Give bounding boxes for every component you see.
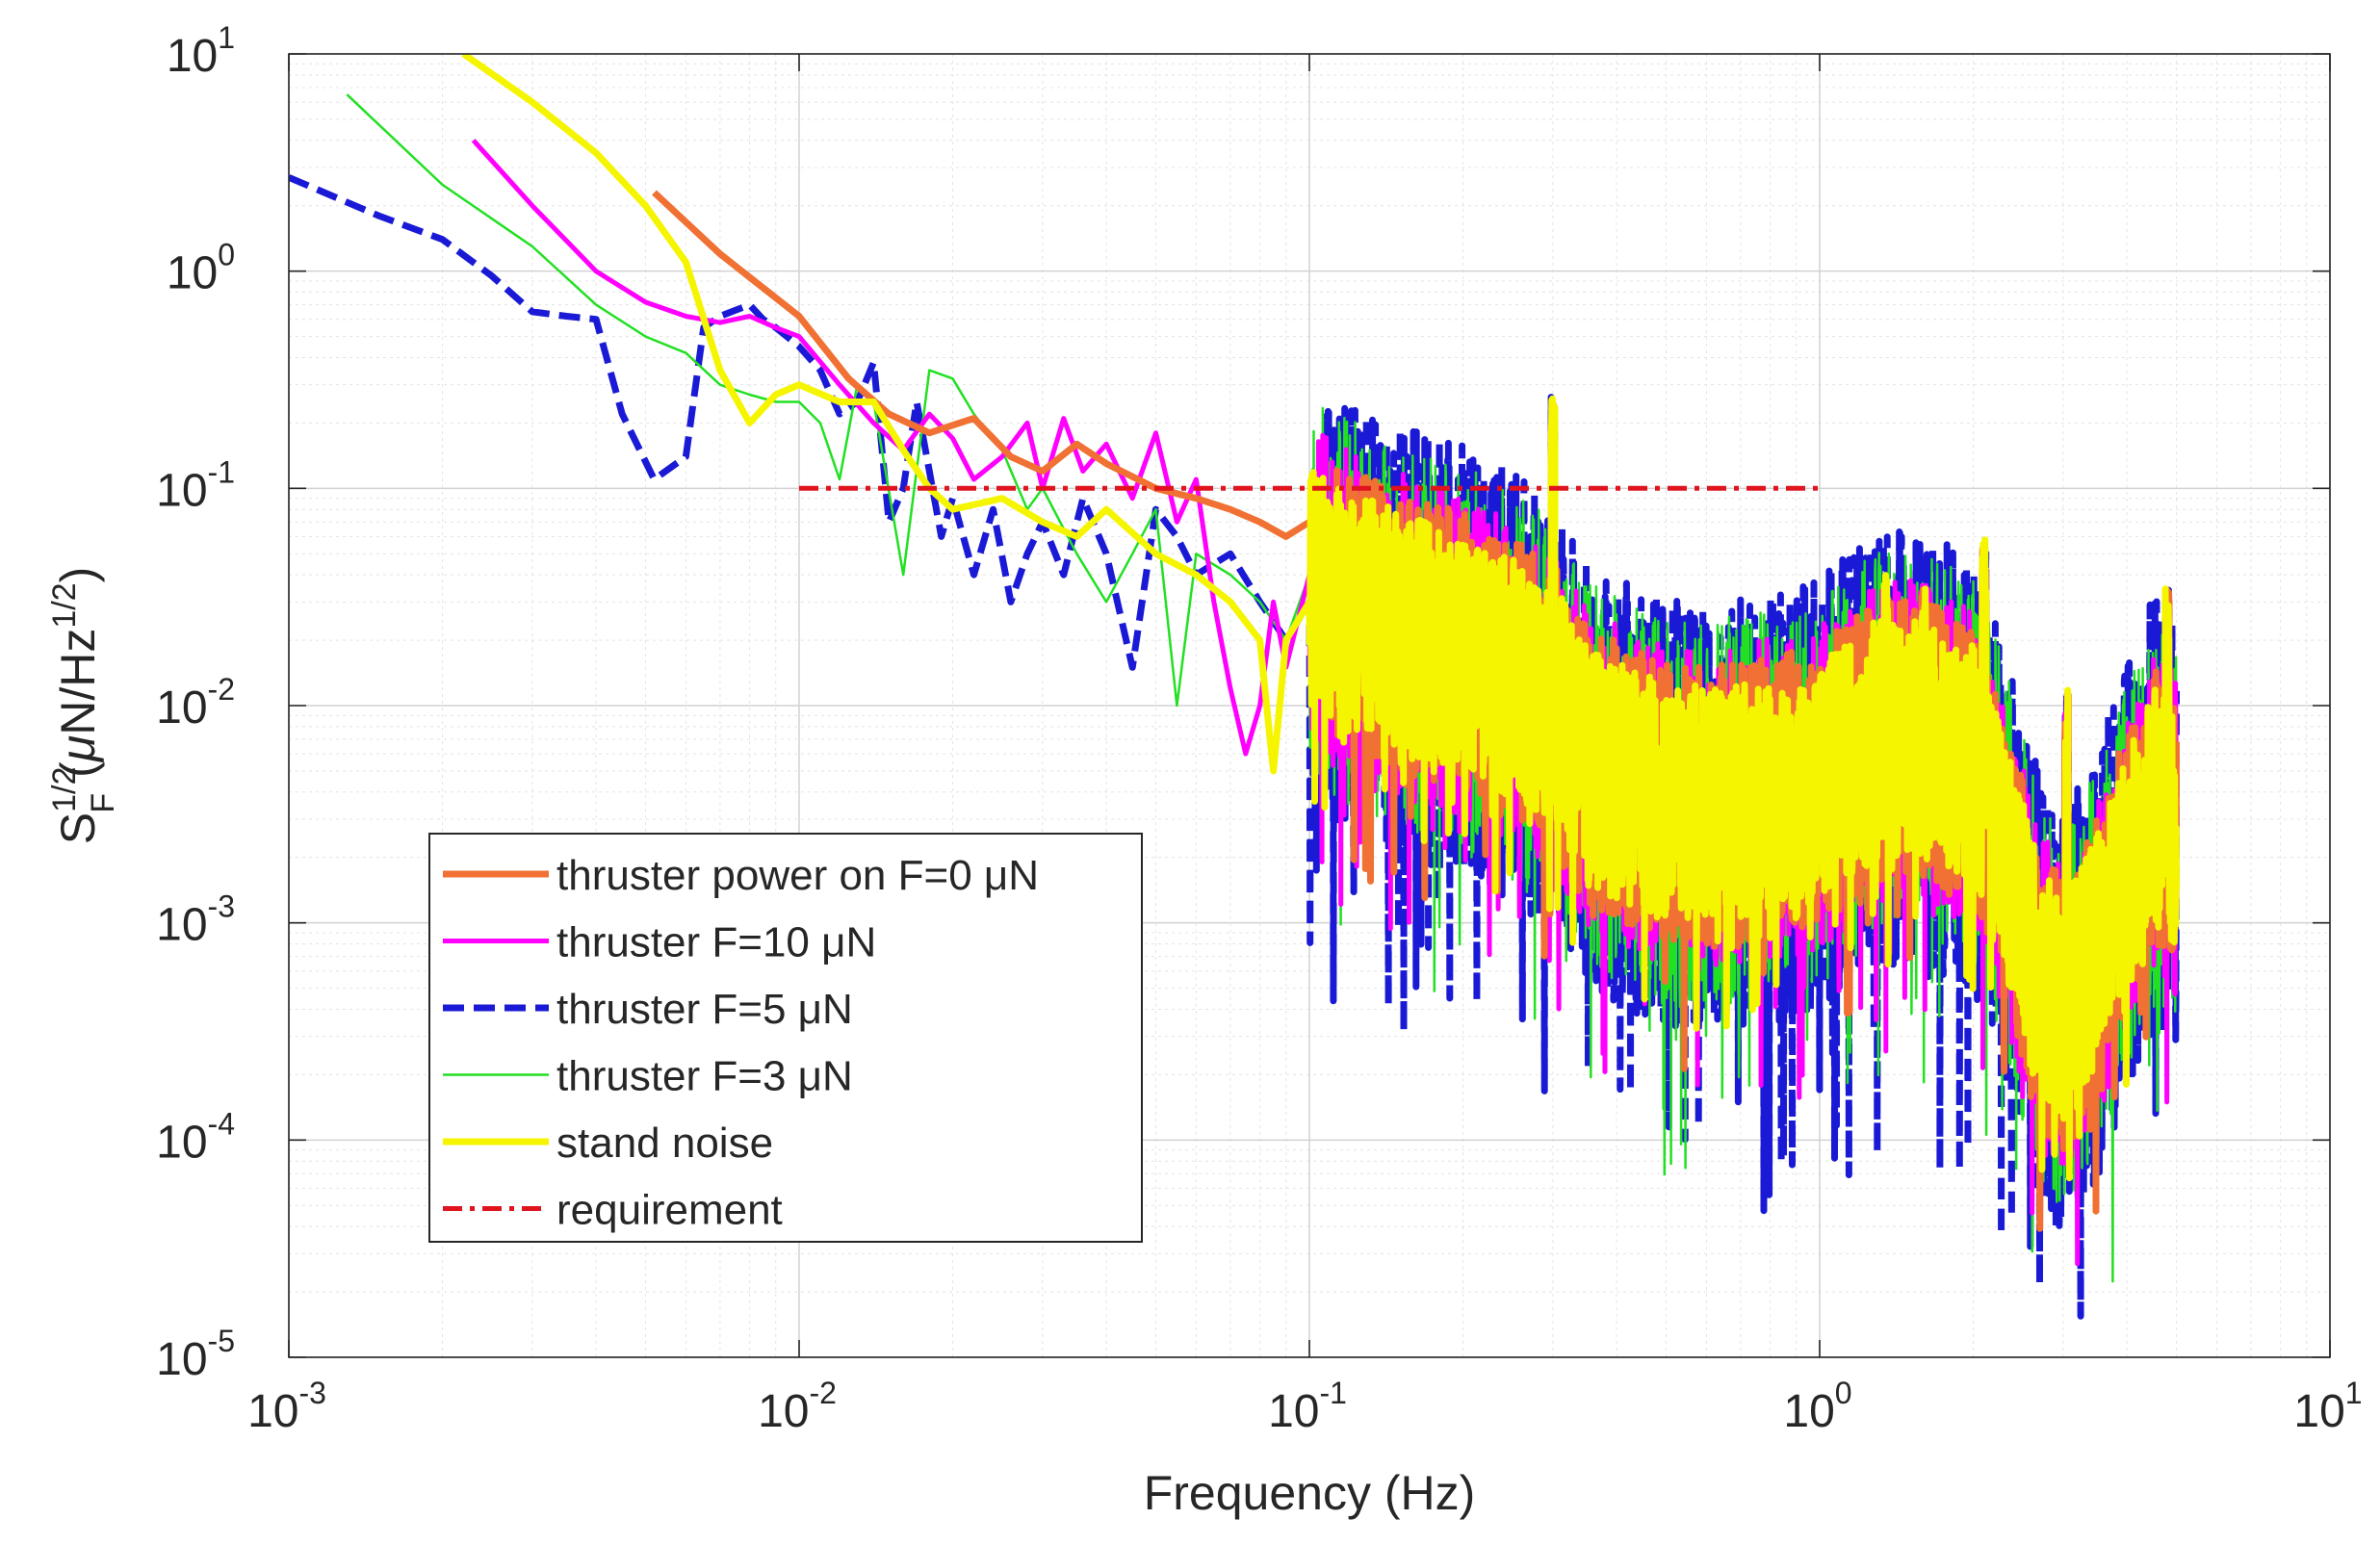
legend: thruster power on F=0 μN thruster F=10 μN… bbox=[428, 833, 1143, 1243]
series-line-stand-noise bbox=[461, 54, 2180, 1182]
ticks: 10-3 10-2 10-1 100 101 10-5 10-4 10-3 10-2 10-1 10… bbox=[156, 20, 2362, 1437]
y-label-base: S bbox=[51, 812, 105, 844]
legend-label: stand noise bbox=[556, 1120, 773, 1167]
y-tick-label: 10-5 bbox=[156, 1324, 235, 1385]
y-tick-label: 100 bbox=[167, 238, 235, 299]
y-label-sup: 1/2 bbox=[46, 767, 83, 812]
y-tick-label: 101 bbox=[167, 20, 235, 82]
x-axis-label: Frequency (Hz) bbox=[1144, 1466, 1476, 1520]
y-label-sub: F bbox=[85, 793, 121, 813]
svg-text:S1/2F(μN/Hz1/2): S1/2F(μN/Hz1/2) bbox=[46, 567, 121, 845]
legend-label: requirement bbox=[556, 1187, 783, 1234]
x-tick-label: 101 bbox=[2293, 1376, 2362, 1437]
legend-label: thruster F=5 μN bbox=[556, 986, 853, 1033]
y-tick-label: 10-1 bbox=[156, 454, 235, 516]
legend-label: thruster F=3 μN bbox=[556, 1053, 853, 1100]
y-tick-label: 10-3 bbox=[156, 889, 235, 951]
series-group bbox=[289, 54, 2180, 1320]
y-label-unit-sup: 1/2 bbox=[46, 582, 83, 628]
y-label-close: ) bbox=[51, 567, 105, 583]
y-tick-label: 10-2 bbox=[156, 672, 235, 734]
legend-label: thruster power on F=0 μN bbox=[556, 852, 1039, 899]
x-tick-label: 10-1 bbox=[1268, 1376, 1347, 1437]
y-tick-label: 10-4 bbox=[156, 1106, 235, 1168]
legend-label: thruster F=10 μN bbox=[556, 919, 876, 966]
y-axis-label: S1/2F(μN/Hz1/2) bbox=[46, 567, 121, 845]
x-tick-label: 10-3 bbox=[247, 1376, 326, 1437]
y-label-unit: N/Hz bbox=[51, 629, 105, 735]
x-tick-label: 10-2 bbox=[758, 1376, 837, 1437]
y-label-mu: μ bbox=[51, 735, 105, 763]
legend-box bbox=[428, 833, 1143, 1243]
y-label-open: ( bbox=[51, 761, 105, 778]
x-tick-label: 100 bbox=[1783, 1376, 1851, 1437]
